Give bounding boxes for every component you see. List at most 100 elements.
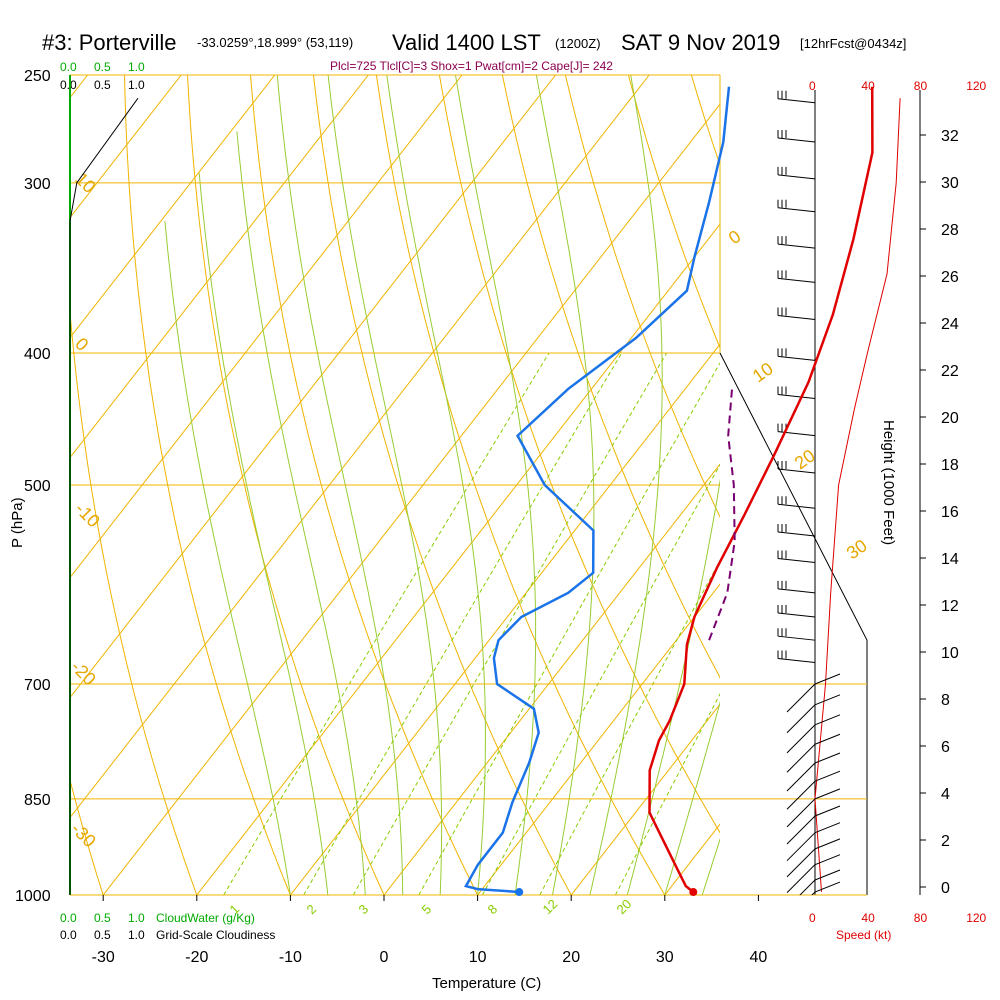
barb-flag [814, 788, 841, 800]
wind-panel-border [719, 352, 868, 895]
barb-staff [777, 207, 816, 213]
temp-tick-label: -20 [185, 949, 208, 966]
barb-staff [786, 798, 816, 828]
dry-adiabat-line [70, 778, 104, 895]
barb-flag [814, 869, 841, 881]
wind-barb [799, 869, 841, 895]
wind-barb [786, 752, 841, 792]
svg-text:1.0: 1.0 [128, 911, 145, 925]
barb-staff [777, 612, 816, 618]
surface-dewpoint-dot [515, 888, 524, 897]
temperature-trace [648, 86, 874, 893]
barb-staff [777, 137, 816, 143]
barb-staff [777, 588, 816, 594]
mixing-ratio-label: 8 [485, 901, 501, 917]
bottom-legend: 0.0 0.5 1.0 CloudWater (g/Kg) 0.0 0.5 1.… [60, 911, 275, 942]
barb-flag [814, 694, 841, 706]
left-isotherm-label: -30 [67, 819, 100, 852]
barb-flag [814, 714, 841, 726]
barb-staff [786, 832, 816, 862]
svg-text:0.0: 0.0 [60, 911, 77, 925]
height-tick-label: 20 [941, 410, 959, 427]
height-tick-label: 26 [941, 269, 959, 286]
wind-barb [786, 770, 841, 810]
mixing-ratio-line [223, 352, 550, 895]
moist-adiabat-line [386, 75, 486, 895]
mixing-ratio-line [539, 559, 720, 895]
wind-panel: 0246810121416182022242628303200404080801… [70, 79, 987, 925]
dry-adiabat-line [943, 75, 1000, 895]
mixing-ratio-label: 20 [614, 896, 635, 917]
barb-staff [786, 683, 816, 713]
speed-tick-label-top: 80 [914, 79, 928, 93]
surface-temp-dot [689, 888, 698, 897]
barb-staff [777, 468, 816, 474]
height-tick-label: 22 [941, 363, 959, 380]
cloudiness-trace [69, 97, 139, 895]
forecast-date: SAT 9 Nov 2019 [621, 30, 780, 55]
moist-adiabat-line [164, 220, 291, 895]
moist-adiabat-line [664, 701, 720, 895]
parcel-trace [708, 388, 736, 641]
barb-staff [786, 848, 816, 878]
speed-tick-label-bottom: 0 [809, 911, 816, 925]
top-cloudwater-ticks: 0.0 0.5 1.0 [60, 60, 145, 74]
height-tick-label: 28 [941, 222, 959, 239]
height-tick-label: 10 [941, 645, 959, 662]
top-cloudiness-ticks: 0.0 0.5 1.0 [60, 78, 145, 92]
barb-staff [777, 531, 816, 537]
sounding-traces [69, 86, 874, 897]
svg-text:0.5: 0.5 [94, 60, 111, 74]
dry-adiabat-line [754, 75, 1000, 895]
barb-flag [814, 838, 841, 850]
station-title: #3: Porterville [42, 30, 177, 55]
wind-barb [777, 270, 816, 283]
wind-barb [777, 604, 816, 618]
height-tick-label: 18 [941, 457, 959, 474]
mixing-ratio-line [418, 362, 720, 895]
isotherm-line [70, 75, 369, 459]
height-tick-label: 30 [941, 175, 959, 192]
wind-barb [777, 496, 816, 509]
svg-text:0.5: 0.5 [94, 928, 111, 942]
pressure-tick-label: 250 [24, 68, 51, 85]
dry-adiabat-line [880, 75, 1000, 895]
cloudwater-label: CloudWater (g/Kg) [156, 911, 255, 925]
svg-text:0.5: 0.5 [94, 78, 111, 92]
dry-adiabat-line [817, 75, 1000, 895]
barb-flag [814, 673, 841, 685]
height-tick-label: 12 [941, 598, 959, 615]
pressure-tick-label: 300 [24, 176, 51, 193]
moist-adiabat-line [327, 75, 443, 895]
barb-staff [777, 315, 816, 321]
barb-flag [814, 805, 841, 817]
dry-adiabat-line [564, 75, 720, 519]
svg-text:0.0: 0.0 [60, 928, 77, 942]
dry-adiabat-line [312, 75, 572, 895]
isotherm-line [70, 75, 182, 219]
wind-barb [811, 881, 841, 895]
barb-flag [814, 854, 841, 866]
dry-adiabat-line [124, 75, 291, 895]
barb-staff [786, 743, 816, 773]
wind-barb [777, 580, 816, 594]
speed-tick-label-bottom: 120 [966, 911, 986, 925]
wind-barb [777, 523, 816, 537]
barb-staff [786, 762, 816, 792]
temp-tick-label: 0 [380, 949, 389, 966]
wind-barb [786, 673, 841, 713]
barb-staff [777, 277, 816, 283]
x-axis-title: Temperature (C) [432, 975, 541, 992]
temp-tick-label: 30 [656, 949, 674, 966]
wind-barb [786, 714, 841, 754]
height-tick-label: 6 [941, 739, 950, 756]
barb-staff [777, 658, 816, 664]
mixing-ratio-line [481, 463, 720, 895]
barb-flag [814, 733, 841, 745]
speed-axis-title: Speed (kt) [836, 928, 891, 942]
wind-barb [777, 650, 816, 664]
svg-text:1.0: 1.0 [128, 60, 145, 74]
barb-flag [814, 881, 841, 893]
